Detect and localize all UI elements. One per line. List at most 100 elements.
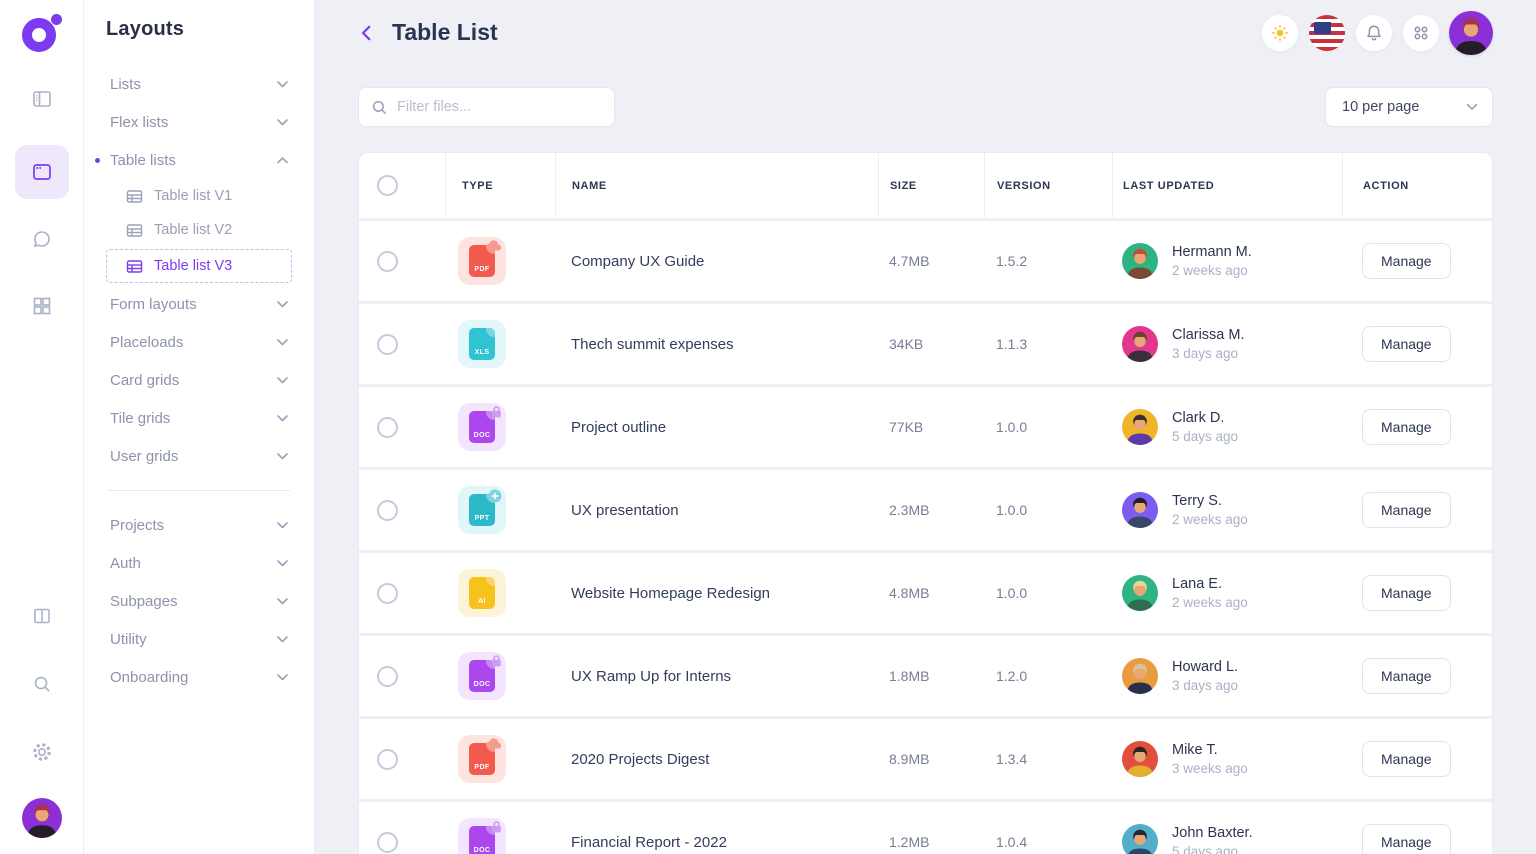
- user-name: John Baxter.: [1172, 825, 1253, 842]
- file-name: Project outline: [571, 418, 667, 436]
- file-name: 2020 Projects Digest: [571, 750, 710, 768]
- manage-button[interactable]: Manage: [1362, 243, 1451, 280]
- sidebar-item-placeloads[interactable]: Placeloads: [106, 323, 292, 361]
- file-version: 1.0.4: [996, 834, 1028, 851]
- sidebar-subitem-table-list-v3[interactable]: Table list V3: [106, 249, 292, 283]
- row-select-radio[interactable]: [377, 831, 398, 853]
- table-row: PDF Company UX Guide 4.7MB 1.5.2 Hermann…: [359, 218, 1492, 302]
- chat-icon[interactable]: [21, 218, 63, 260]
- chevron-down-icon: [276, 414, 289, 423]
- sidebar-item-auth[interactable]: Auth: [106, 544, 292, 582]
- file-badge-icon: [488, 489, 502, 503]
- language-us-flag[interactable]: [1308, 13, 1346, 52]
- file-version: 1.0.0: [996, 502, 1028, 519]
- manage-button[interactable]: Manage: [1362, 409, 1451, 446]
- column-header-size: SIZE: [878, 153, 984, 219]
- sidebar-item-onboarding[interactable]: Onboarding: [106, 658, 292, 696]
- file-ext-label: DOC: [473, 432, 491, 440]
- chevron-down-icon: [1466, 104, 1478, 111]
- apps-grid-icon[interactable]: [1402, 13, 1440, 52]
- file-name: Thech summit expenses: [571, 335, 734, 353]
- app-logo[interactable]: [20, 12, 64, 56]
- table-row: XLS Thech summit expenses 34KB 1.1.3 Cla…: [359, 301, 1492, 385]
- table-list-icon: [126, 189, 143, 204]
- manage-button[interactable]: Manage: [1362, 326, 1451, 363]
- table-card: TYPE NAME SIZE VERSION LAST UPDATED ACTION PD…: [358, 152, 1493, 854]
- file-type-icon: DOC: [458, 403, 506, 452]
- sidebar-item-user-grids[interactable]: User grids: [106, 437, 292, 475]
- notifications-bell-icon[interactable]: [1355, 13, 1393, 52]
- file-size: 8.9MB: [889, 751, 930, 768]
- sidebar-nav: Lists Flex lists Table lists Table list V1 T…: [95, 65, 292, 696]
- sidebar-item-label: Table lists: [110, 151, 176, 169]
- sidebar-subitem-table-list-v2[interactable]: Table list V2: [106, 213, 292, 247]
- sidebar-item-projects[interactable]: Projects: [106, 506, 292, 544]
- avatar: [1122, 492, 1158, 529]
- layouts-sidebar: Layouts Lists Flex lists Table lists Table …: [84, 0, 315, 854]
- theme-sun-icon[interactable]: [1261, 13, 1299, 52]
- sidebar-item-tile-grids[interactable]: Tile grids: [106, 399, 292, 437]
- rail-profile-avatar[interactable]: [21, 798, 62, 838]
- file-version: 1.0.0: [996, 585, 1028, 602]
- chevron-down-icon: [276, 300, 289, 309]
- sidebar-item-form-layouts[interactable]: Form layouts: [106, 285, 292, 323]
- manage-button[interactable]: Manage: [1362, 492, 1451, 529]
- select-all-radio[interactable]: [377, 175, 398, 197]
- updated-time: 2 weeks ago: [1172, 595, 1248, 611]
- manage-button[interactable]: Manage: [1362, 824, 1451, 854]
- sidebar-item-card-grids[interactable]: Card grids: [106, 361, 292, 399]
- filter-input[interactable]: [358, 87, 615, 128]
- row-select-radio[interactable]: [377, 250, 398, 272]
- select-all-cell: [359, 153, 445, 218]
- grid-icon[interactable]: [21, 285, 63, 327]
- updated-time: 2 weeks ago: [1172, 263, 1248, 279]
- sidebar-item-subpages[interactable]: Subpages: [106, 582, 292, 620]
- manage-button[interactable]: Manage: [1362, 741, 1451, 778]
- settings-icon[interactable]: [21, 731, 63, 773]
- flag-canton: [1314, 21, 1331, 34]
- row-select-radio[interactable]: [377, 665, 398, 687]
- sidebar-subitem-table-list-v1[interactable]: Table list V1: [106, 179, 292, 213]
- chevron-down-icon: [276, 118, 289, 127]
- sidebar-item-lists[interactable]: Lists: [106, 65, 292, 103]
- user-name: Howard L.: [1172, 659, 1239, 676]
- sidebar-item-table-lists[interactable]: Table lists: [95, 141, 292, 179]
- row-select-radio[interactable]: [377, 748, 398, 770]
- file-type-icon: AI: [458, 569, 506, 618]
- chevron-down-icon: [276, 597, 289, 606]
- file-type-icon: DOC: [458, 818, 506, 854]
- avatar: [1122, 658, 1158, 695]
- row-select-radio[interactable]: [377, 333, 398, 355]
- row-select-radio[interactable]: [377, 582, 398, 604]
- per-page-select[interactable]: 10 per page: [1325, 87, 1493, 128]
- sidebar-item-utility[interactable]: Utility: [106, 620, 292, 658]
- file-version: 1.0.0: [996, 419, 1028, 436]
- user-name: Mike T.: [1172, 742, 1218, 759]
- back-chevron-icon[interactable]: [358, 24, 376, 42]
- file-size: 4.8MB: [889, 585, 930, 602]
- search-icon[interactable]: [21, 663, 63, 705]
- chevron-down-icon: [276, 521, 289, 530]
- topbar: Table List: [358, 0, 1493, 65]
- row-select-radio[interactable]: [377, 416, 398, 438]
- row-select-radio[interactable]: [377, 499, 398, 521]
- sidebar-item-label: Flex lists: [110, 113, 169, 131]
- updated-time: 5 days ago: [1172, 429, 1239, 445]
- file-ext-label: PPT: [474, 515, 490, 523]
- logo-dot: [50, 14, 62, 25]
- icon-rail: [0, 0, 84, 854]
- file-size: 1.8MB: [889, 668, 930, 685]
- file-name: Website Homepage Redesign: [571, 584, 771, 602]
- sidebar-item-flex-lists[interactable]: Flex lists: [106, 103, 292, 141]
- sidebar-title: Layouts: [106, 18, 185, 40]
- app-window-icon[interactable]: [14, 145, 69, 199]
- columns-icon[interactable]: [21, 595, 63, 637]
- avatar: [1122, 326, 1158, 363]
- file-ext-label: AI: [478, 598, 486, 606]
- sidebar-layout-icon[interactable]: [21, 78, 63, 120]
- sidebar-subitem-label: Table list V3: [154, 258, 233, 274]
- table-row: PPT UX presentation 2.3MB 1.0.0 Terry S.…: [359, 467, 1492, 551]
- manage-button[interactable]: Manage: [1362, 658, 1451, 695]
- user-avatar[interactable]: [1449, 10, 1493, 55]
- manage-button[interactable]: Manage: [1362, 575, 1451, 612]
